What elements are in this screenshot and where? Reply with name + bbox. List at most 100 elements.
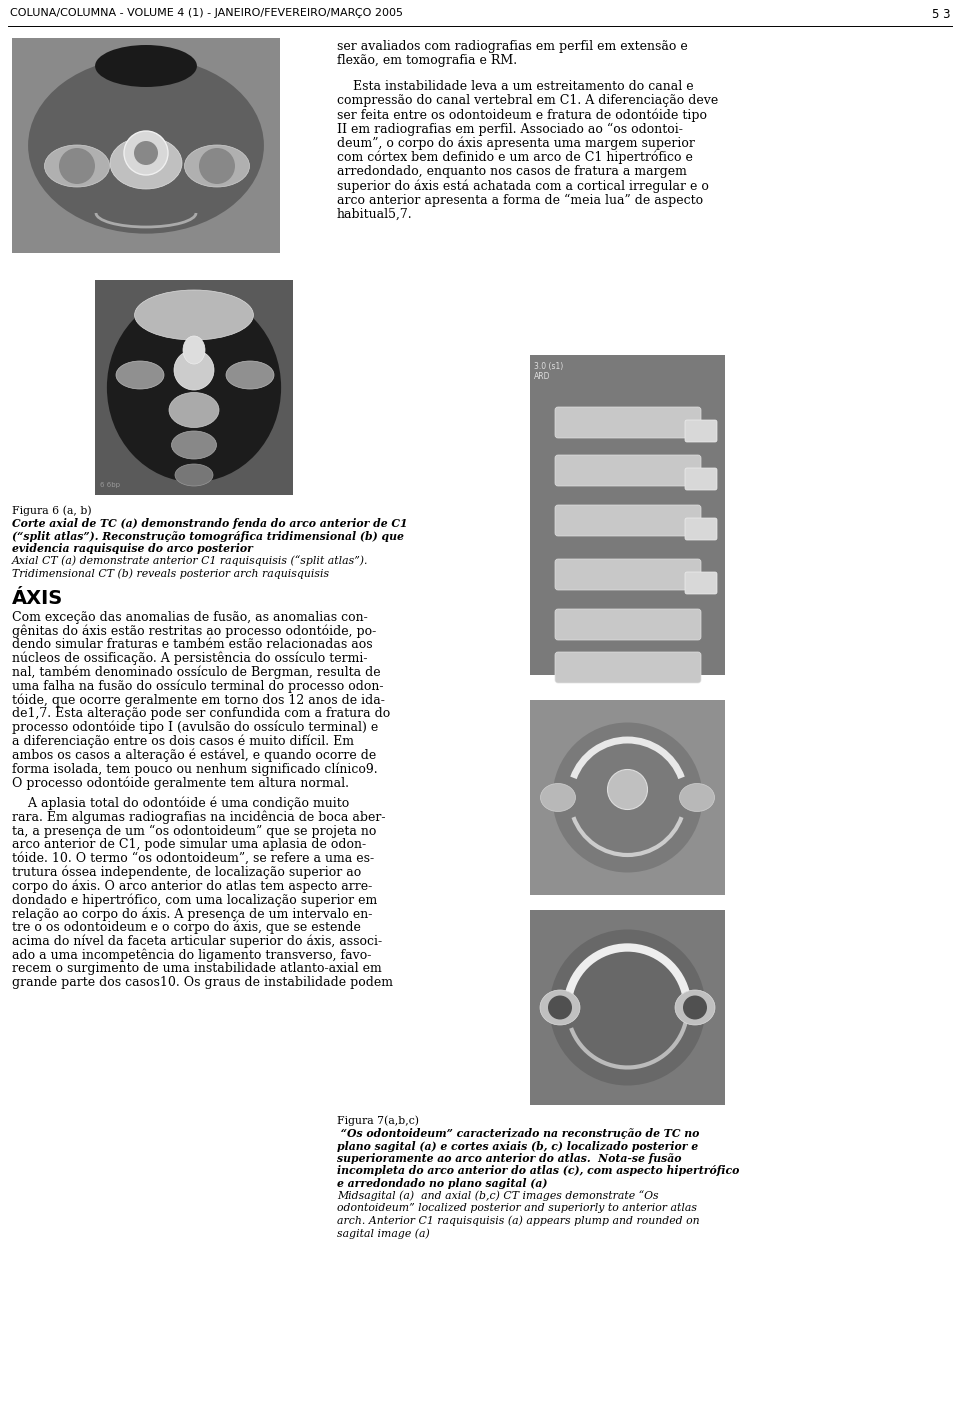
Text: forma isolada, tem pouco ou nenhum significado clínico9.: forma isolada, tem pouco ou nenhum signi… xyxy=(12,762,377,776)
Text: Axial CT (a) demonstrate anterior C1 raquisquisis (“split atlas”).: Axial CT (a) demonstrate anterior C1 raq… xyxy=(12,555,369,566)
Ellipse shape xyxy=(184,145,250,187)
FancyBboxPatch shape xyxy=(555,559,701,590)
Text: flexão, em tomografia e RM.: flexão, em tomografia e RM. xyxy=(337,54,517,68)
Circle shape xyxy=(134,141,158,165)
Text: incompleta do arco anterior do atlas (c), com aspecto hipertrófico: incompleta do arco anterior do atlas (c)… xyxy=(337,1165,739,1177)
Text: II em radiografias em perfil. Associado ao “os odontoi-: II em radiografias em perfil. Associado … xyxy=(337,123,683,135)
Text: acima do nível da faceta articular superior do áxis, associ-: acima do nível da faceta articular super… xyxy=(12,934,382,948)
Text: arco anterior de C1, pode simular uma aplasia de odon-: arco anterior de C1, pode simular uma ap… xyxy=(12,838,366,851)
FancyBboxPatch shape xyxy=(555,407,701,438)
Ellipse shape xyxy=(183,335,205,364)
Bar xyxy=(530,700,725,895)
Bar xyxy=(530,700,725,895)
Circle shape xyxy=(549,930,706,1085)
Ellipse shape xyxy=(134,290,253,340)
Text: ado a uma incompetência do ligamento transverso, favo-: ado a uma incompetência do ligamento tra… xyxy=(12,948,372,962)
Text: Figura 6 (a, b): Figura 6 (a, b) xyxy=(12,504,91,516)
Text: 5 3: 5 3 xyxy=(931,8,950,21)
Ellipse shape xyxy=(44,145,109,187)
Text: 6 6bp: 6 6bp xyxy=(100,482,120,488)
Ellipse shape xyxy=(172,431,217,459)
Ellipse shape xyxy=(95,45,197,87)
Text: Figura 7(a,b,c): Figura 7(a,b,c) xyxy=(337,1115,419,1126)
Text: “Os odontoideum” caracterizado na reconstrução de TC no: “Os odontoideum” caracterizado na recons… xyxy=(337,1129,700,1138)
Text: compressão do canal vertebral em C1. A diferenciação deve: compressão do canal vertebral em C1. A d… xyxy=(337,94,718,107)
Text: tóide. 10. O termo “os odontoideum”, se refere a uma es-: tóide. 10. O termo “os odontoideum”, se … xyxy=(12,852,374,865)
Text: Esta instabilidade leva a um estreitamento do canal e: Esta instabilidade leva a um estreitamen… xyxy=(337,80,694,93)
Text: arredondado, enquanto nos casos de fratura a margem: arredondado, enquanto nos casos de fratu… xyxy=(337,165,686,178)
Text: arco anterior apresenta a forma de “meia lua” de aspecto: arco anterior apresenta a forma de “meia… xyxy=(337,193,703,207)
Ellipse shape xyxy=(175,464,213,486)
Text: plano sagital (a) e cortes axiais (b, c) localizado posterior e: plano sagital (a) e cortes axiais (b, c)… xyxy=(337,1140,698,1151)
Text: trutura óssea independente, de localização superior ao: trutura óssea independente, de localizaç… xyxy=(12,865,361,879)
Text: dondado e hipertrófico, com uma localização superior em: dondado e hipertrófico, com uma localiza… xyxy=(12,893,377,907)
Text: A aplasia total do odontóide é uma condição muito: A aplasia total do odontóide é uma condi… xyxy=(12,797,349,810)
Text: ta, a presença de um “os odontoideum” que se projeta no: ta, a presença de um “os odontoideum” qu… xyxy=(12,824,376,837)
Text: Tridimensional CT (b) reveals posterior arch raquisquisis: Tridimensional CT (b) reveals posterior … xyxy=(12,568,329,579)
Text: evidencia raquisquise do arco posterior: evidencia raquisquise do arco posterior xyxy=(12,542,252,554)
Ellipse shape xyxy=(28,58,264,234)
Text: tre o os odontoideum e o corpo do áxis, que se estende: tre o os odontoideum e o corpo do áxis, … xyxy=(12,921,361,934)
Text: arch. Anterior C1 raquisquisis (a) appears plump and rounded on: arch. Anterior C1 raquisquisis (a) appea… xyxy=(337,1216,700,1226)
Text: gênitas do áxis estão restritas ao processo odontóide, po-: gênitas do áxis estão restritas ao proce… xyxy=(12,624,376,638)
Text: processo odontóide tipo I (avulsão do ossículo terminal) e: processo odontóide tipo I (avulsão do os… xyxy=(12,721,378,734)
Circle shape xyxy=(548,996,572,1020)
Text: ser feita entre os odontoideum e fratura de odontóide tipo: ser feita entre os odontoideum e fratura… xyxy=(337,108,707,121)
Text: habitual5,7.: habitual5,7. xyxy=(337,207,413,221)
FancyBboxPatch shape xyxy=(685,468,717,490)
Text: nal, também denominado ossículo de Bergman, resulta de: nal, também denominado ossículo de Bergm… xyxy=(12,665,380,679)
Ellipse shape xyxy=(540,991,580,1024)
FancyBboxPatch shape xyxy=(685,519,717,540)
Text: O processo odontóide geralmente tem altura normal.: O processo odontóide geralmente tem altu… xyxy=(12,776,349,789)
FancyBboxPatch shape xyxy=(685,420,717,442)
Text: superioramente ao arco anterior do atlas.  Nota-se fusão: superioramente ao arco anterior do atlas… xyxy=(337,1153,682,1164)
Bar xyxy=(95,280,293,495)
Text: núcleos de ossificação. A persistência do ossículo termi-: núcleos de ossificação. A persistência d… xyxy=(12,652,368,665)
Ellipse shape xyxy=(675,991,715,1024)
Text: uma falha na fusão do ossículo terminal do processo odon-: uma falha na fusão do ossículo terminal … xyxy=(12,679,383,693)
Text: recem o surgimento de uma instabilidade atlanto-axial em: recem o surgimento de uma instabilidade … xyxy=(12,962,382,975)
Text: a diferenciação entre os dois casos é muito difícil. Em: a diferenciação entre os dois casos é mu… xyxy=(12,734,354,748)
Ellipse shape xyxy=(226,361,274,389)
Text: de1,7. Esta alteração pode ser confundida com a fratura do: de1,7. Esta alteração pode ser confundid… xyxy=(12,707,391,720)
Text: COLUNA/COLUMNA - VOLUME 4 (1) - JANEIRO/FEVEREIRO/MARÇO 2005: COLUNA/COLUMNA - VOLUME 4 (1) - JANEIRO/… xyxy=(10,8,403,18)
Text: Com exceção das anomalias de fusão, as anomalias con-: Com exceção das anomalias de fusão, as a… xyxy=(12,610,368,624)
Ellipse shape xyxy=(680,783,714,812)
Text: sagital image (a): sagital image (a) xyxy=(337,1229,430,1239)
Text: ARD: ARD xyxy=(534,372,550,380)
Text: deum”, o corpo do áxis apresenta uma margem superior: deum”, o corpo do áxis apresenta uma mar… xyxy=(337,137,695,151)
Text: (“split atlas”). Reconstrução tomográfica tridimensional (b) que: (“split atlas”). Reconstrução tomográfic… xyxy=(12,531,404,541)
Text: e arredondado no plano sagital (a): e arredondado no plano sagital (a) xyxy=(337,1178,547,1189)
Ellipse shape xyxy=(540,783,575,812)
Text: ÁXIS: ÁXIS xyxy=(12,589,63,607)
Text: ambos os casos a alteração é estável, e quando ocorre de: ambos os casos a alteração é estável, e … xyxy=(12,748,376,762)
Ellipse shape xyxy=(110,137,182,189)
Circle shape xyxy=(199,148,235,185)
Ellipse shape xyxy=(174,349,214,390)
Bar xyxy=(530,355,725,675)
FancyBboxPatch shape xyxy=(555,455,701,486)
Text: corpo do áxis. O arco anterior do atlas tem aspecto arre-: corpo do áxis. O arco anterior do atlas … xyxy=(12,879,372,893)
Circle shape xyxy=(553,723,703,872)
FancyBboxPatch shape xyxy=(555,504,701,535)
Text: superior do áxis está achatada com a cortical irregular e o: superior do áxis está achatada com a cor… xyxy=(337,179,708,193)
Text: grande parte dos casos10. Os graus de instabilidade podem: grande parte dos casos10. Os graus de in… xyxy=(12,976,393,989)
Text: odontoideum” localized posterior and superiorly to anterior atlas: odontoideum” localized posterior and sup… xyxy=(337,1203,697,1213)
Text: relação ao corpo do áxis. A presença de um intervalo en-: relação ao corpo do áxis. A presença de … xyxy=(12,907,372,920)
Text: dendo simular fraturas e também estão relacionadas aos: dendo simular fraturas e também estão re… xyxy=(12,638,372,651)
Ellipse shape xyxy=(107,293,281,482)
Circle shape xyxy=(124,131,168,175)
Circle shape xyxy=(608,769,647,810)
Bar xyxy=(530,355,725,675)
FancyBboxPatch shape xyxy=(555,652,701,683)
Text: Midsagital (a)  and axial (b,c) CT images demonstrate “Os: Midsagital (a) and axial (b,c) CT images… xyxy=(337,1191,659,1202)
Ellipse shape xyxy=(116,361,164,389)
Bar xyxy=(530,910,725,1105)
Text: 3.0 (s1): 3.0 (s1) xyxy=(534,362,564,371)
Text: Corte axial de TC (a) demonstrando fenda do arco anterior de C1: Corte axial de TC (a) demonstrando fenda… xyxy=(12,519,408,528)
Bar xyxy=(12,38,280,254)
Text: com córtex bem definido e um arco de C1 hipertrófico e: com córtex bem definido e um arco de C1 … xyxy=(337,151,693,165)
Text: rara. Em algumas radiografias na incidência de boca aber-: rara. Em algumas radiografias na incidên… xyxy=(12,810,386,824)
Circle shape xyxy=(683,996,707,1020)
Text: ser avaliados com radiografias em perfil em extensão e: ser avaliados com radiografias em perfil… xyxy=(337,39,687,54)
